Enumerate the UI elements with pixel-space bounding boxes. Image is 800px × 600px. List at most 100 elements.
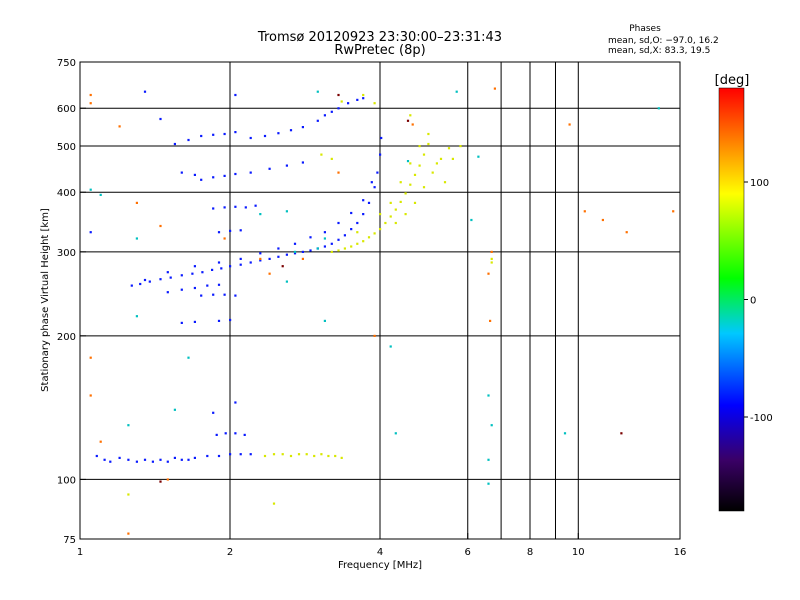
y-tick-label: 600	[57, 104, 76, 115]
data-point	[277, 255, 280, 258]
data-point	[173, 456, 176, 459]
data-point	[127, 493, 130, 496]
data-point	[625, 231, 628, 234]
data-point	[657, 107, 660, 110]
data-point	[193, 456, 196, 459]
data-point	[143, 90, 147, 93]
data-point	[418, 164, 421, 167]
data-point	[459, 145, 462, 148]
data-point	[350, 245, 353, 248]
data-point	[356, 221, 359, 225]
data-point	[487, 458, 490, 461]
data-point	[259, 257, 262, 260]
data-point	[411, 123, 414, 126]
data-point	[143, 458, 147, 461]
data-point	[309, 236, 312, 239]
data-point	[370, 181, 373, 184]
data-point	[301, 257, 304, 260]
data-point	[350, 228, 353, 231]
data-point	[422, 186, 426, 189]
data-point	[487, 482, 490, 485]
data-point	[404, 192, 407, 195]
legend-line-o: mean, sd,O: −97.0, 16.2	[608, 36, 719, 46]
data-point	[281, 265, 284, 268]
data-point	[293, 242, 297, 245]
data-point	[229, 453, 232, 456]
legend-line-x: mean, sd,X: 83.3, 19.5	[608, 46, 710, 56]
data-point	[601, 218, 604, 222]
data-point	[234, 172, 237, 176]
y-axis-ticks: 75 100 200 300 400 500 600 750	[57, 58, 86, 546]
data-point	[389, 345, 392, 348]
data-point	[249, 171, 252, 174]
data-point	[340, 456, 343, 459]
data-point	[409, 183, 412, 186]
data-point	[206, 454, 209, 458]
data-point	[447, 147, 451, 150]
data-point	[130, 284, 133, 287]
data-point	[234, 205, 237, 208]
data-point	[249, 261, 252, 264]
data-point	[337, 221, 340, 225]
data-point	[285, 210, 288, 213]
data-point	[427, 132, 430, 136]
data-point	[272, 453, 276, 456]
data-point	[406, 119, 410, 122]
y-axis-label: Stationary phase Virtual Height [km]	[40, 208, 51, 392]
data-point	[166, 460, 169, 463]
data-point	[435, 162, 438, 165]
data-point	[127, 424, 130, 427]
data-point	[127, 458, 130, 461]
data-point	[223, 206, 226, 209]
data-point	[470, 218, 473, 222]
data-point	[268, 167, 271, 170]
data-point	[239, 257, 242, 260]
data-point	[259, 259, 262, 262]
data-point	[211, 268, 214, 271]
data-point	[212, 207, 215, 210]
data-point	[187, 138, 190, 142]
data-point	[259, 213, 262, 216]
colorbar-tick-label: 100	[750, 178, 769, 189]
data-point	[367, 236, 371, 239]
data-point	[285, 253, 288, 256]
data-point	[301, 126, 304, 129]
data-point	[103, 458, 106, 461]
data-point	[118, 125, 121, 128]
x-tick-label: 2	[227, 547, 233, 558]
chart-title: Tromsø 20120923 23:30:00–23:31:43	[257, 30, 502, 45]
data-point	[323, 319, 326, 322]
data-point	[389, 201, 392, 204]
data-point	[356, 98, 359, 101]
data-point	[337, 249, 340, 252]
data-point	[229, 265, 232, 268]
data-point	[316, 90, 319, 93]
data-point	[180, 458, 183, 461]
data-point	[301, 161, 304, 164]
data-point	[330, 250, 333, 253]
data-point	[223, 237, 226, 240]
data-point	[285, 280, 288, 283]
y-tick-label: 400	[57, 188, 76, 199]
data-point	[583, 210, 586, 213]
data-point	[187, 458, 190, 461]
data-point	[337, 93, 340, 97]
data-point	[212, 176, 215, 179]
data-point	[487, 272, 490, 275]
data-point	[143, 278, 147, 282]
data-point	[89, 93, 92, 97]
data-point	[224, 432, 227, 435]
data-point	[217, 319, 221, 322]
data-point	[362, 93, 365, 97]
data-point	[418, 145, 421, 148]
data-point	[343, 247, 346, 250]
chart-subtitle: RwPretec (8p)	[334, 43, 425, 58]
data-point	[191, 272, 194, 275]
data-point	[443, 181, 447, 184]
y-tick-label: 750	[57, 58, 76, 69]
data-point	[394, 208, 397, 211]
data-point	[159, 278, 162, 281]
data-point	[229, 318, 232, 322]
data-point	[244, 206, 247, 209]
data-point	[316, 119, 319, 122]
